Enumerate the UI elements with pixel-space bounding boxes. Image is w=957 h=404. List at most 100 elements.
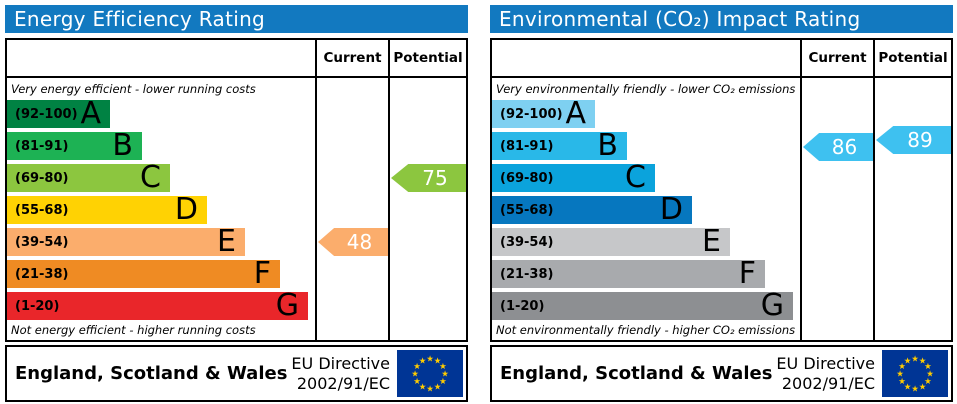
band-range-label: (69-80) [15, 170, 69, 186]
band-letter: A [80, 96, 101, 131]
eu-star: ★ [904, 382, 912, 392]
table-corner-cell [492, 40, 800, 78]
band-letter: C [140, 160, 161, 195]
potential-rating-column: 75 [388, 78, 466, 340]
eu-star: ★ [413, 377, 421, 387]
current-rating-column: 48 [315, 78, 388, 340]
current-rating-arrow: 48 [318, 228, 388, 256]
region-label: England, Scotland & Wales [15, 363, 288, 384]
band-row-f: (21-38) F [492, 256, 800, 291]
eu-star: ★ [911, 384, 919, 394]
band-letter: D [659, 192, 683, 227]
band-chart-column: Very energy efficient - lower running co… [7, 78, 315, 340]
band-bar-c: (69-80) C [7, 160, 170, 195]
band-letter: E [217, 224, 236, 259]
eu-flag-icon: ★ ★★★★★★★★★★★ [397, 350, 463, 397]
band-row-c: (69-80) C [7, 160, 315, 195]
eu-star: ★ [924, 362, 932, 372]
eu-star: ★ [426, 384, 434, 394]
band-letter: C [625, 160, 646, 195]
band-range-label: (69-80) [500, 170, 554, 186]
band-bar-b: (81-91) B [7, 128, 142, 163]
panel-title: Energy Efficiency Rating [5, 5, 468, 33]
band-letter: E [702, 224, 721, 259]
potential-rating-column: 89 [873, 78, 951, 340]
band-bar-e: (39-54) E [7, 224, 245, 259]
panel-title: Environmental (CO₂) Impact Rating [490, 5, 953, 33]
band-row-c: (69-80) C [492, 160, 800, 195]
band-range-label: (92-100) [15, 106, 78, 122]
band-range-label: (1-20) [500, 298, 545, 314]
rating-table: Current Potential Very environmentally f… [490, 38, 953, 342]
band-letter: G [275, 288, 299, 323]
band-bars: (92-100) A (81-91) B (69-80) C (55-68) D (39-54)… [492, 96, 800, 323]
band-letter: B [112, 128, 133, 163]
top-caption: Very environmentally friendly - lower CO… [496, 82, 796, 96]
eu-star: ★ [896, 369, 904, 379]
band-bar-f: (21-38) F [7, 259, 280, 289]
potential-rating-arrow: 75 [391, 164, 466, 192]
panel-footer: England, Scotland & Wales EU Directive 2… [5, 345, 468, 402]
eu-star: ★ [419, 356, 427, 366]
energy-efficiency-panel: Energy Efficiency Rating Current Potenti… [5, 5, 468, 402]
eu-star: ★ [919, 382, 927, 392]
potential-column-header: Potential [873, 40, 951, 78]
band-range-label: (21-38) [15, 266, 69, 282]
band-bar-c: (69-80) C [492, 160, 655, 195]
eu-star: ★ [926, 369, 934, 379]
environmental-impact-panel: Environmental (CO₂) Impact Rating Curren… [490, 5, 953, 402]
eu-star: ★ [419, 382, 427, 392]
region-label: England, Scotland & Wales [500, 363, 773, 384]
band-row-b: (81-91) B [7, 128, 315, 163]
band-row-e: (39-54) E [492, 224, 800, 259]
eu-star: ★ [924, 377, 932, 387]
band-range-label: (81-91) [500, 138, 554, 154]
band-bars: (92-100) A (81-91) B (69-80) C (55-68) D (39-54)… [7, 96, 315, 323]
eu-star: ★ [911, 354, 919, 364]
band-letter: B [597, 128, 618, 163]
band-letter: G [760, 288, 784, 323]
band-range-label: (55-68) [500, 202, 554, 218]
bottom-caption: Not energy efficient - higher running co… [11, 323, 256, 337]
band-bar-g: (1-20) G [492, 288, 793, 323]
band-letter: D [174, 192, 198, 227]
band-bar-e: (39-54) E [492, 224, 730, 259]
band-range-label: (55-68) [15, 202, 69, 218]
band-range-label: (21-38) [500, 266, 554, 282]
band-bar-d: (55-68) D [7, 192, 207, 227]
eu-directive-line2: 2002/91/EC [296, 373, 390, 393]
band-row-e: (39-54) E [7, 224, 315, 259]
band-row-a: (92-100) A [492, 96, 800, 131]
panel-footer: England, Scotland & Wales EU Directive 2… [490, 345, 953, 402]
potential-rating-arrow: 89 [876, 126, 951, 154]
eu-star: ★ [919, 356, 927, 366]
rating-table: Current Potential Very energy efficient … [5, 38, 468, 342]
eu-star: ★ [439, 377, 447, 387]
band-row-d: (55-68) D [492, 192, 800, 227]
band-bar-d: (55-68) D [492, 192, 692, 227]
band-chart-column: Very environmentally friendly - lower CO… [492, 78, 800, 340]
band-bar-b: (81-91) B [492, 128, 627, 163]
eu-star: ★ [898, 362, 906, 372]
eu-star: ★ [898, 377, 906, 387]
band-row-g: (1-20) G [7, 288, 315, 323]
eu-star: ★ [434, 382, 442, 392]
current-column-header: Current [800, 40, 873, 78]
band-bar-a: (92-100) A [492, 96, 595, 131]
band-row-a: (92-100) A [7, 96, 315, 131]
band-row-b: (81-91) B [492, 128, 800, 163]
band-range-label: (81-91) [15, 138, 69, 154]
band-bar-a: (92-100) A [7, 96, 110, 131]
band-letter: A [565, 96, 586, 131]
current-column-header: Current [315, 40, 388, 78]
table-corner-cell [7, 40, 315, 78]
band-bar-g: (1-20) G [7, 288, 308, 323]
current-rating-column: 86 [800, 78, 873, 340]
band-row-g: (1-20) G [492, 288, 800, 323]
eu-star: ★ [904, 356, 912, 366]
band-letter: F [738, 256, 756, 291]
potential-column-header: Potential [388, 40, 466, 78]
eu-directive-label: EU Directive 2002/91/EC [291, 354, 390, 392]
top-caption: Very energy efficient - lower running co… [11, 82, 256, 96]
